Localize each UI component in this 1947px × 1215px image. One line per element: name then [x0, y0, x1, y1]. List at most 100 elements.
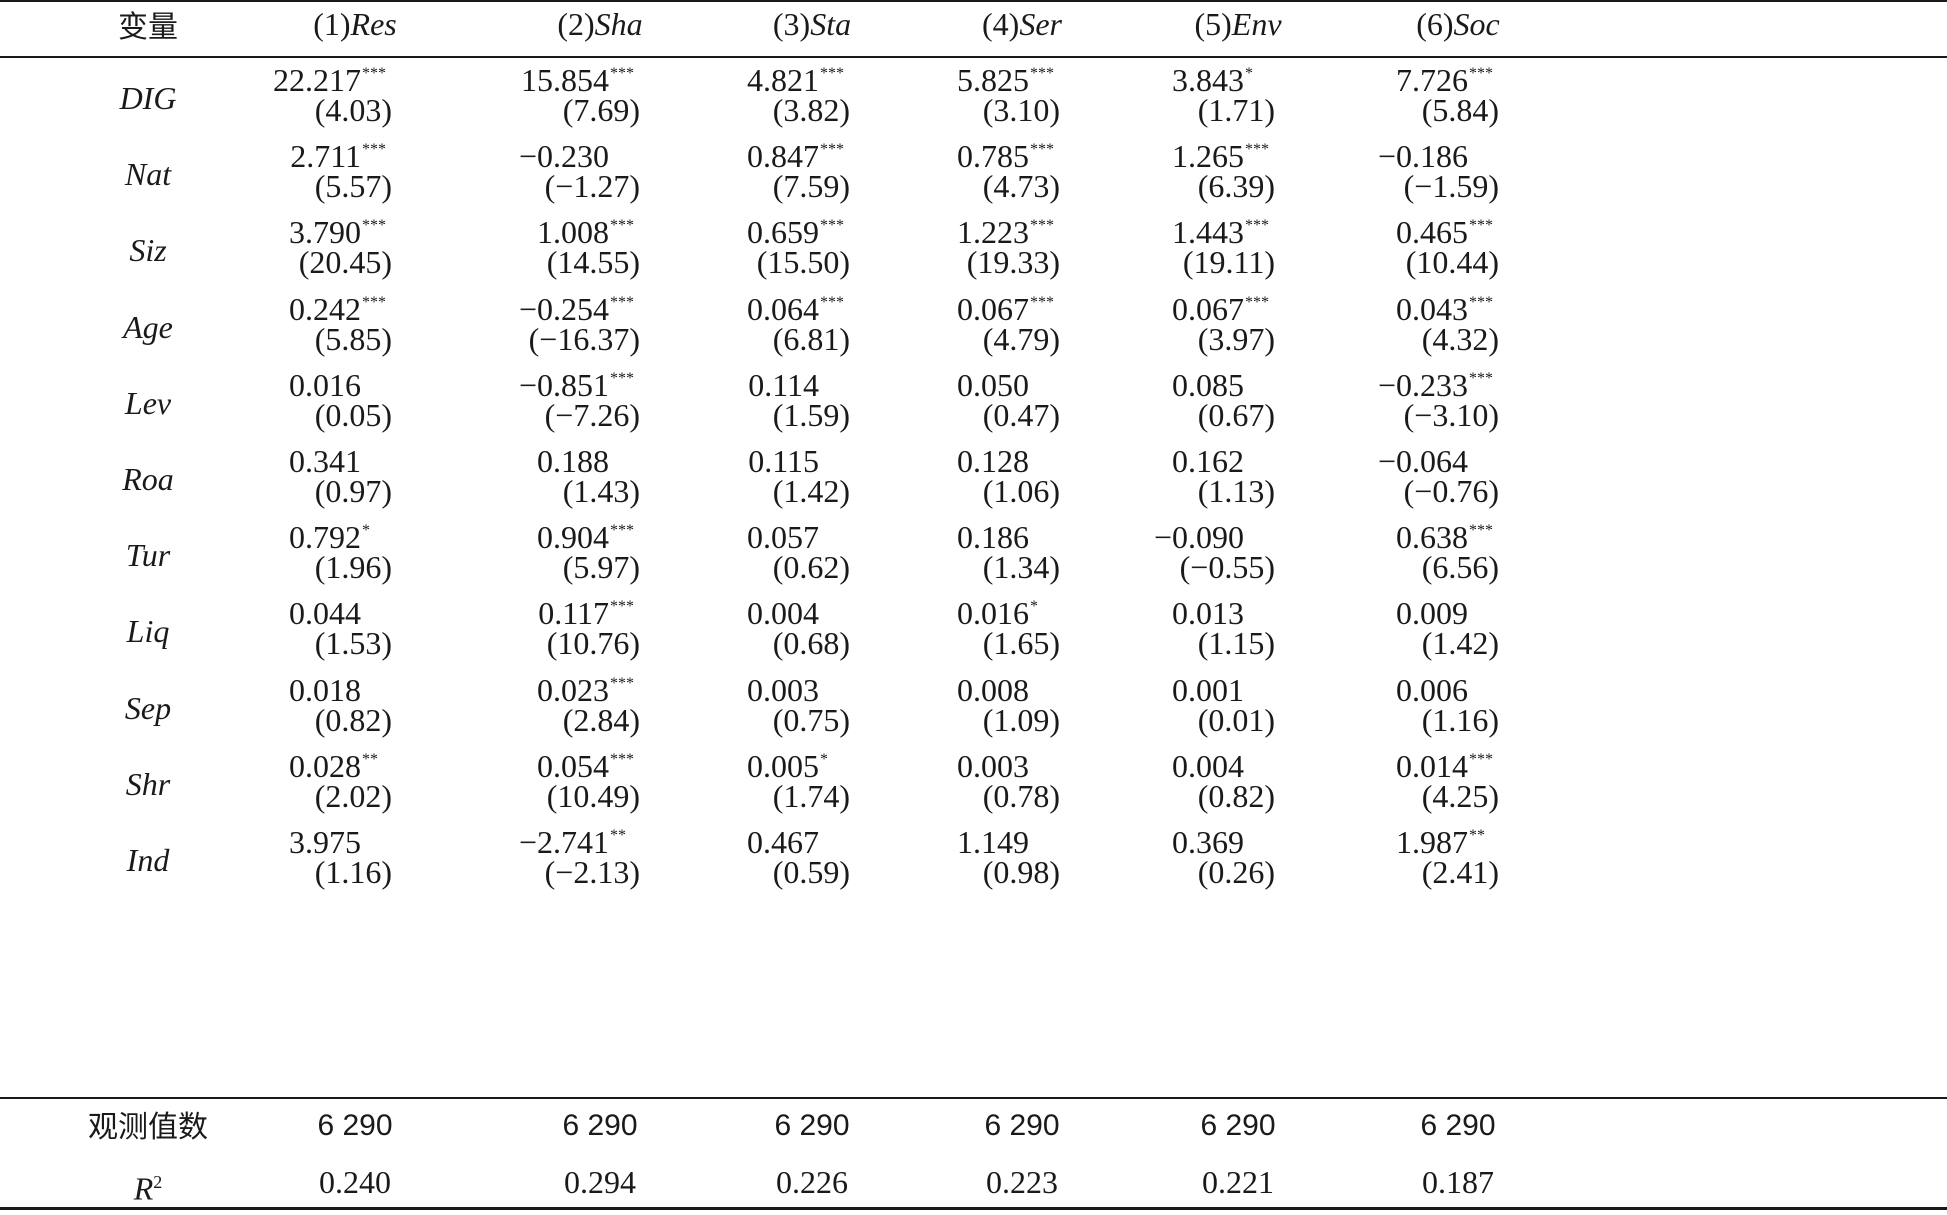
coefficient-cell: 0.659***	[747, 214, 848, 250]
standard-error-cell: (−2.13)	[544, 854, 640, 890]
coefficient-value: −0.851	[518, 366, 609, 403]
coefficient-value: 0.003	[747, 671, 819, 708]
coefficient-value: 0.016	[957, 595, 1029, 632]
coefficient-value: −0.254	[518, 290, 609, 327]
row-variable-lev: Lev	[124, 384, 172, 421]
coefficient-cell: 2.711***	[290, 138, 390, 174]
coefficient-value: 0.117	[538, 595, 609, 632]
coefficient-value: 0.054	[537, 747, 609, 784]
standard-error-cell: (0.82)	[1197, 777, 1275, 814]
r-squared-superscript: 2	[153, 1172, 163, 1192]
coefficient-cell: 0.188	[537, 443, 638, 479]
coefficient-cell: 5.825***	[957, 62, 1058, 98]
coefficient-cell: 0.067***	[1172, 291, 1273, 327]
coefficient-cell: 0.904***	[537, 519, 638, 555]
header-variable-label: 变量	[38, 6, 258, 48]
standard-error-cell: (5.85)	[314, 320, 392, 357]
significance-stars: ***	[1245, 217, 1269, 235]
standard-error-cell: (0.98)	[982, 854, 1060, 890]
significance-stars: ***	[610, 217, 634, 235]
coefficient-value: 1.987	[1396, 824, 1468, 860]
standard-error-cell: (0.82)	[314, 701, 392, 738]
coefficient-cell: 1.265***	[1172, 138, 1273, 174]
coefficient-cell: 0.006	[1396, 672, 1497, 708]
standard-error-cell: (−1.27)	[544, 168, 640, 205]
coefficient-value: 15.854	[521, 62, 609, 98]
coefficient-cell: 0.018	[289, 672, 390, 708]
standard-error-cell: (7.59)	[772, 168, 850, 205]
coefficient-cell: −0.230	[519, 138, 638, 174]
r-squared-value: 0.187	[1422, 1164, 1494, 1200]
standard-error-cell: (1.16)	[1421, 701, 1499, 738]
coefficient-value: 0.044	[289, 595, 361, 632]
significance-stars: ***	[610, 369, 634, 387]
standard-error-cell: (0.59)	[772, 854, 850, 890]
standard-error-cell: (1.09)	[982, 701, 1060, 738]
coefficient-value: 0.050	[957, 366, 1029, 403]
standard-error-cell: (1.71)	[1197, 92, 1275, 128]
significance-stars: ***	[610, 750, 634, 768]
standard-error-cell: (1.42)	[1421, 625, 1499, 662]
coefficient-cell: 1.008***	[537, 214, 638, 250]
coefficient-value: 0.904	[537, 519, 609, 556]
standard-error-cell: (6.56)	[1421, 549, 1499, 586]
r-squared-label: R2	[38, 1162, 258, 1209]
coefficient-cell: 0.064***	[747, 291, 848, 327]
row-variable-tur: Tur	[125, 537, 171, 574]
standard-error-cell: (0.62)	[772, 549, 850, 586]
coefficient-value: 0.085	[1172, 366, 1244, 403]
coefficient-cell: 0.085	[1172, 367, 1273, 403]
coefficient-value: 0.003	[957, 747, 1029, 784]
significance-stars: ***	[362, 293, 386, 311]
observations-value: 6 290	[317, 1109, 393, 1142]
coefficient-cell: 1.987**	[1396, 824, 1497, 860]
coefficient-value: 0.006	[1396, 671, 1468, 708]
significance-stars: ***	[1245, 293, 1269, 311]
coefficient-value: 0.005	[747, 747, 819, 784]
header-column-number: (6)	[1416, 6, 1454, 42]
coefficient-value: 0.004	[747, 595, 819, 632]
standard-error-cell: (5.84)	[1421, 92, 1499, 128]
standard-error-cell: (1.16)	[314, 854, 392, 890]
coefficient-value: −2.741	[518, 824, 609, 860]
significance-stars: ***	[1469, 522, 1493, 540]
standard-error-cell: (10.44)	[1405, 244, 1499, 281]
coefficient-value: 0.186	[957, 519, 1029, 556]
coefficient-cell: 0.044	[289, 595, 390, 631]
coefficient-value: 0.009	[1396, 595, 1468, 632]
header-column-1: (1)Res	[235, 4, 475, 44]
significance-stars: ***	[610, 674, 634, 692]
significance-stars: ***	[1469, 369, 1493, 387]
significance-stars: ***	[820, 65, 844, 82]
coefficient-value: 3.790	[289, 214, 361, 251]
coefficient-cell: −0.186	[1378, 138, 1497, 174]
significance-stars: ***	[1030, 217, 1054, 235]
coefficient-value: 1.265	[1172, 138, 1244, 175]
standard-error-cell: (20.45)	[298, 244, 392, 281]
coefficient-cell: −2.741**	[519, 824, 638, 860]
standard-error-cell: (0.47)	[982, 396, 1060, 433]
standard-error-cell: (−7.26)	[544, 396, 640, 433]
observations-value: 6 290	[1420, 1109, 1496, 1142]
standard-error-cell: (0.68)	[772, 625, 850, 662]
significance-stars: ***	[820, 217, 844, 235]
row-variable-dig: DIG	[119, 80, 177, 116]
coefficient-value: 3.975	[289, 824, 361, 860]
coefficient-cell: 0.638***	[1396, 519, 1497, 555]
coefficient-cell: −0.064	[1378, 443, 1497, 479]
header-column-5: (5)Env	[1118, 4, 1358, 44]
coefficient-value: 1.443	[1172, 214, 1244, 251]
standard-error-cell: (7.69)	[562, 92, 640, 128]
coefficient-cell: 0.016*	[957, 595, 1058, 631]
coefficient-cell: 0.004	[747, 595, 848, 631]
standard-error-cell: (0.67)	[1197, 396, 1275, 433]
significance-stars: ***	[1469, 750, 1493, 768]
coefficient-value: 1.149	[957, 824, 1029, 860]
standard-error-cell: (10.76)	[546, 625, 640, 662]
significance-stars: ***	[820, 293, 844, 311]
significance-stars: ***	[1245, 141, 1269, 159]
coefficient-cell: 1.223***	[957, 214, 1058, 250]
coefficient-cell: 0.016	[289, 367, 390, 403]
coefficient-value: 0.067	[1172, 290, 1244, 327]
significance-stars: *	[820, 750, 828, 768]
